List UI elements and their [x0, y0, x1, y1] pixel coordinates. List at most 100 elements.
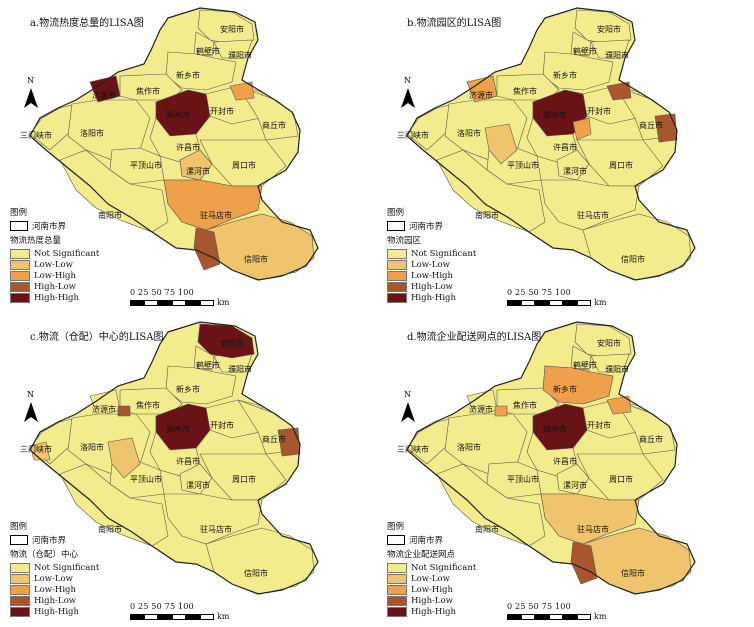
scale-numbers: 0 25 50 75 100	[130, 288, 194, 297]
cluster-kaifeng_w	[606, 395, 632, 415]
legend-label: High-Low	[411, 595, 453, 606]
legend-swatch	[387, 292, 407, 303]
panel-title: c.物流（仓配）中心的LISA图	[30, 332, 164, 343]
cluster-luohe	[179, 149, 213, 181]
legend-label: High-High	[411, 606, 456, 617]
city-label-zhoukou: 周口市	[232, 475, 256, 484]
city-label-hebi: 鹤壁市	[196, 361, 220, 370]
city-label-luoyang: 洛阳市	[80, 129, 104, 138]
cluster-zhengzhou	[155, 403, 211, 451]
city-label-sanmenxia: 三门峡市	[20, 131, 52, 140]
province-map	[406, 321, 696, 595]
scale-bar: 0 25 50 75 100 km	[130, 288, 229, 307]
legend-label: Low-Low	[34, 259, 73, 270]
legend-label: High-Low	[411, 281, 453, 292]
region-puyang	[213, 39, 253, 59]
legend-subtitle: 物流园区	[387, 236, 422, 246]
region-hebi	[193, 345, 215, 371]
panel-title: b.物流园区的LISA图	[407, 18, 502, 29]
legend-label: High-High	[34, 292, 79, 303]
city-label-nanyang: 南阳市	[98, 525, 122, 534]
cluster-sanmenxia_n	[29, 441, 51, 461]
region-luohe	[556, 149, 590, 181]
legend-item: Low-Low	[10, 259, 99, 270]
legend-label: Low-High	[411, 584, 453, 595]
city-label-xuchang: 许昌市	[176, 143, 200, 152]
city-label-zhoukou: 周口市	[609, 475, 633, 484]
city-label-jiaozuo: 焦作市	[513, 87, 537, 96]
legend-swatch	[10, 259, 30, 270]
city-label-jiyuan: 济源市	[469, 405, 493, 414]
legend-item: High-Low	[387, 281, 476, 292]
city-label-xinxiang: 新乡市	[176, 71, 200, 80]
region-nanyang	[436, 463, 546, 547]
legend-swatch	[387, 248, 407, 259]
legend-item: Low-High	[10, 270, 99, 281]
city-label-zhengzhou: 郑州市	[166, 425, 190, 434]
cluster-anyang	[197, 323, 255, 359]
legend-border-label: 河南市界	[32, 222, 67, 232]
city-label-zhumadian: 驻马店市	[200, 211, 232, 220]
region-nanyang	[59, 463, 169, 547]
city-label-jiyuan: 济源市	[469, 91, 493, 100]
city-label-luohe: 漯河市	[186, 481, 210, 490]
legend: 图例 河南市界 物流（仓配）中心 Not Significant Low-Low Low-…	[10, 520, 99, 617]
city-label-kaifeng: 开封市	[587, 421, 611, 430]
legend-item: High-High	[387, 606, 476, 617]
legend-border-item: 河南市界	[387, 220, 476, 232]
border-swatch	[10, 535, 28, 545]
region-luohe	[179, 463, 213, 495]
map-panel-a: 安阳市 鹤壁市 濮阳市 新乡市 济源市 焦作市 郑州市 开封市 商丘市 三门峡市 洛阳市 许昌市 平顶山…	[0, 0, 377, 313]
legend-label: Not Significant	[411, 248, 477, 259]
cluster-jiaozuo_s	[117, 405, 131, 417]
legend-label: Not Significant	[411, 562, 477, 573]
legend-subtitle: 物流企业配送网点	[387, 550, 456, 560]
legend-swatch	[10, 248, 30, 259]
city-label-jiyuan: 济源市	[92, 91, 116, 100]
legend-subtitle: 物流热度总量	[10, 236, 62, 246]
legend-item: High-High	[387, 292, 476, 303]
legend-swatch	[10, 562, 30, 573]
city-label-xinxiang: 新乡市	[553, 71, 577, 80]
city-label-sanmenxia: 三门峡市	[397, 131, 429, 140]
scale-numbers: 0 25 50 75 100	[507, 602, 571, 611]
city-label-xinxiang: 新乡市	[553, 385, 577, 394]
legend-title: 图例	[10, 208, 28, 218]
region-hebi	[570, 345, 592, 371]
legend-border-label: 河南市界	[409, 536, 444, 546]
scale-numbers: 0 25 50 75 100	[507, 288, 571, 297]
city-label-zhengzhou: 郑州市	[543, 111, 567, 120]
city-label-xuchang: 许昌市	[553, 143, 577, 152]
legend-border-item: 河南市界	[10, 220, 99, 232]
legend-item: Low-High	[387, 584, 476, 595]
legend-label: Low-Low	[411, 259, 450, 270]
region-luohe	[556, 463, 590, 495]
region-luoyang	[67, 99, 151, 161]
city-label-xinyang: 信阳市	[621, 569, 645, 578]
cluster-jiyuan	[89, 75, 121, 103]
region-puyang	[590, 39, 630, 59]
province-border	[29, 7, 319, 281]
city-label-luoyang: 洛阳市	[80, 443, 104, 452]
legend-label: Not Significant	[34, 248, 100, 259]
legend-label: High-High	[34, 606, 79, 617]
legend-label: High-Low	[34, 595, 76, 606]
legend-item: Not Significant	[387, 562, 476, 573]
city-label-luoyang: 洛阳市	[457, 129, 481, 138]
panel-title: a.物流热度总量的LISA图	[30, 18, 144, 29]
city-label-pingdingshan: 平顶山市	[130, 475, 162, 484]
scale-unit: km	[217, 612, 230, 621]
legend-item: Low-Low	[10, 573, 99, 584]
city-label-shangqiu: 商丘市	[639, 121, 663, 130]
cluster-shangqiu_e	[277, 427, 301, 457]
legend-label: Low-High	[411, 270, 453, 281]
city-label-anyang: 安阳市	[597, 339, 621, 348]
city-label-shangqiu: 商丘市	[262, 435, 286, 444]
scale-unit: km	[217, 298, 230, 307]
region-zhumadian	[163, 493, 263, 545]
city-label-luohe: 漯河市	[563, 167, 587, 176]
city-label-hebi: 鹤壁市	[573, 47, 597, 56]
legend-swatch	[10, 595, 30, 606]
city-label-xuchang: 许昌市	[176, 457, 200, 466]
region-nanyang	[436, 149, 546, 233]
